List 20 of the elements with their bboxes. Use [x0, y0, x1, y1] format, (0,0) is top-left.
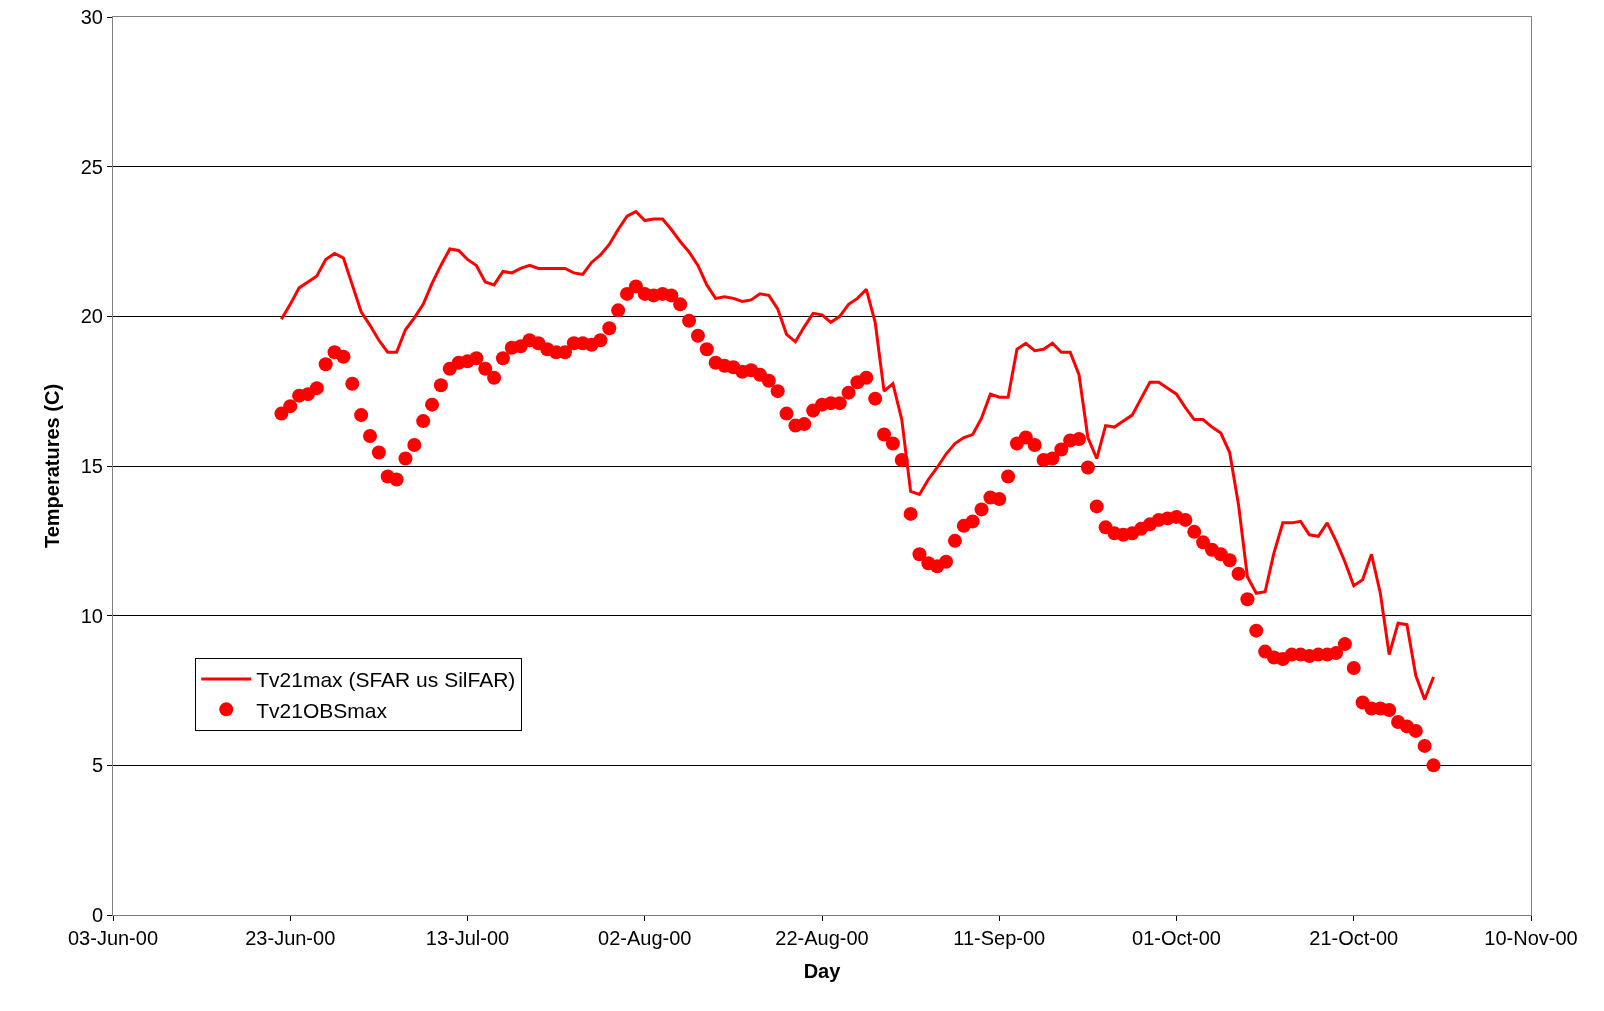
x-tick-label: 01-Oct-00	[1132, 927, 1221, 949]
x-tick-label: 02-Aug-00	[598, 927, 692, 949]
y-tick-label: 0	[91, 904, 103, 926]
x-tick-label: 21-Oct-00	[1309, 927, 1399, 949]
x-tick-label: 13-Jul-00	[425, 927, 510, 949]
x-tick-label: 03-Jun-00	[67, 927, 159, 949]
y-tick-label: 15	[80, 455, 103, 477]
x-tick-label: 10-Nov-00	[1484, 927, 1578, 949]
y-axis-title: Temperatures (C)	[41, 383, 64, 549]
y-tick-label: 10	[80, 604, 103, 627]
x-tick-label: 11-Sep-00	[953, 927, 1046, 949]
y-tick-label: 30	[80, 6, 103, 28]
y-tick-label: 5	[91, 754, 103, 777]
legend-label: Tv21max (SFAR us SilFAR)	[256, 668, 516, 692]
y-tick-label: 20	[80, 305, 103, 328]
y-tick-label: 25	[80, 155, 103, 178]
legend-label: Tv21OBSmax	[256, 698, 388, 722]
x-tick-label: 22-Aug-00	[775, 927, 869, 949]
x-tick-label: 23-Jun-00	[245, 927, 336, 949]
x-axis-title: Day	[803, 959, 842, 982]
